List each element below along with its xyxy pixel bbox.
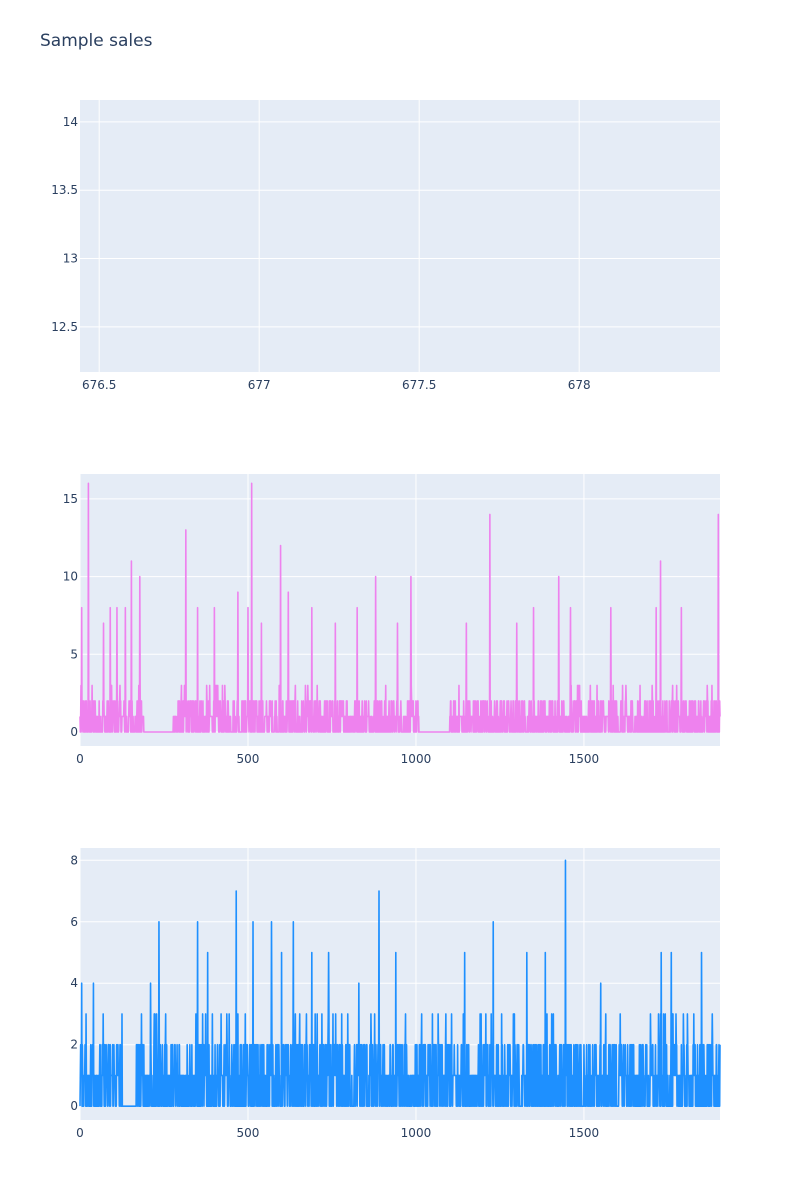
series-line [79,482,721,733]
y-tick-label: 2 [70,1038,78,1052]
x-tick-label: 1500 [569,1126,600,1140]
x-tick-label: 1000 [401,1126,432,1140]
x-tick-label: 500 [237,1126,260,1140]
x-tick-label: 500 [237,752,260,766]
subplot-1: 676.5 677 677.5 678 12.5 13 13.5 14 [51,100,720,392]
x-tick-label: 676.5 [82,378,116,392]
subplot-2: 0 500 1000 1500 0 5 10 15 [63,474,721,766]
y-tick-label: 15 [63,492,78,506]
y-tick-label: 14 [63,115,78,129]
y-tick-label: 12.5 [51,320,78,334]
x-tick-label: 0 [76,752,84,766]
x-tick-label: 677.5 [402,378,436,392]
series-line [79,859,721,1107]
y-tick-label: 8 [70,853,78,867]
y-tick-label: 4 [70,976,78,990]
y-tick-label: 6 [70,915,78,929]
y-tick-label: 13 [63,252,78,266]
y-tick-label: 0 [70,1099,78,1113]
x-tick-label: 0 [76,1126,84,1140]
y-tick-label: 13.5 [51,183,78,197]
y-tick-label: 10 [63,570,78,584]
subplot-3: 0 500 1000 1500 0 2 4 6 8 [70,848,721,1140]
y-tick-label: 0 [70,725,78,739]
x-tick-label: 1000 [401,752,432,766]
plot-area [80,100,720,372]
y-tick-label: 5 [70,647,78,661]
chart-title: Sample sales [40,31,153,51]
x-tick-label: 677 [248,378,271,392]
x-tick-label: 678 [568,378,591,392]
x-tick-label: 1500 [569,752,600,766]
